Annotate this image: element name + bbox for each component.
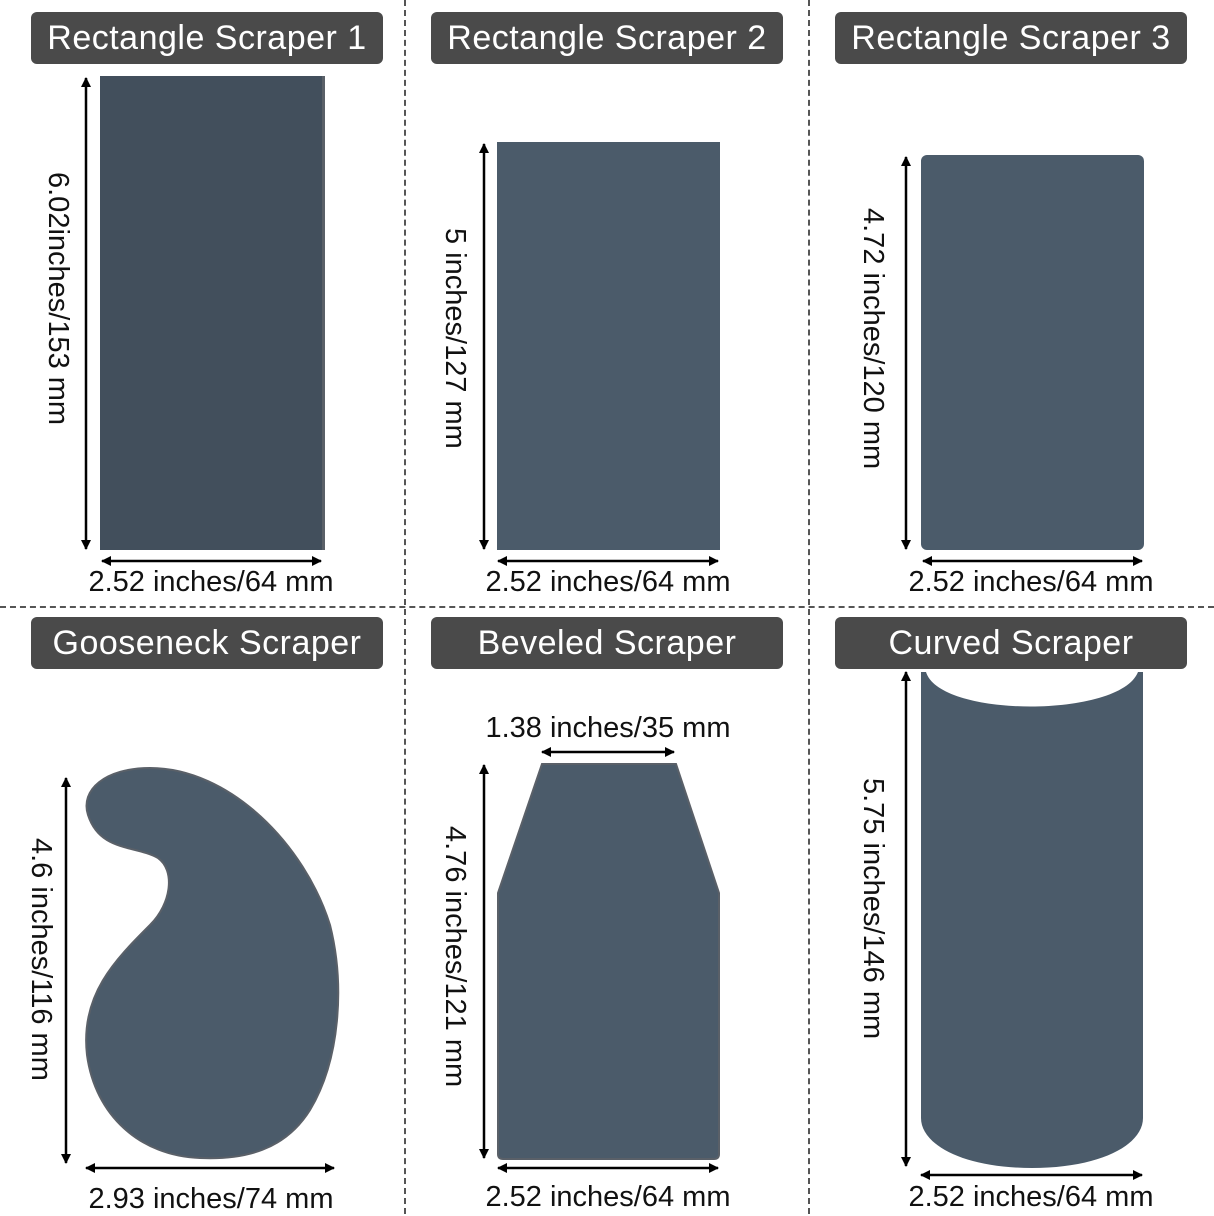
title-gooseneck-scraper: Gooseneck Scraper bbox=[31, 617, 383, 669]
title-rectangle-scraper-2: Rectangle Scraper 2 bbox=[431, 12, 783, 64]
width-label-6: 2.52 inches/64 mm bbox=[908, 1181, 1154, 1213]
gooseneck-scraper-shape bbox=[85, 766, 340, 1160]
top-width-label-5: 1.38 inches/35 mm bbox=[485, 712, 731, 744]
title-beveled-scraper: Beveled Scraper bbox=[431, 617, 783, 669]
rectangle-scraper-3-shape bbox=[921, 155, 1144, 550]
rectangle-scraper-1-shape bbox=[100, 76, 325, 550]
rectangle-scraper-2-shape bbox=[497, 142, 720, 550]
title-rectangle-scraper-3: Rectangle Scraper 3 bbox=[835, 12, 1187, 64]
title-rectangle-scraper-1: Rectangle Scraper 1 bbox=[31, 12, 383, 64]
row-divider bbox=[0, 606, 1214, 608]
width-label-4: 2.93 inches/74 mm bbox=[88, 1183, 334, 1215]
beveled-scraper-shape bbox=[497, 763, 720, 1160]
width-label-3: 2.52 inches/64 mm bbox=[908, 566, 1154, 598]
width-label-5: 2.52 inches/64 mm bbox=[485, 1181, 731, 1213]
curved-scraper-shape bbox=[921, 672, 1143, 1168]
width-label-2: 2.52 inches/64 mm bbox=[485, 566, 731, 598]
width-label-1: 2.52 inches/64 mm bbox=[88, 566, 334, 598]
title-curved-scraper: Curved Scraper bbox=[835, 617, 1187, 669]
